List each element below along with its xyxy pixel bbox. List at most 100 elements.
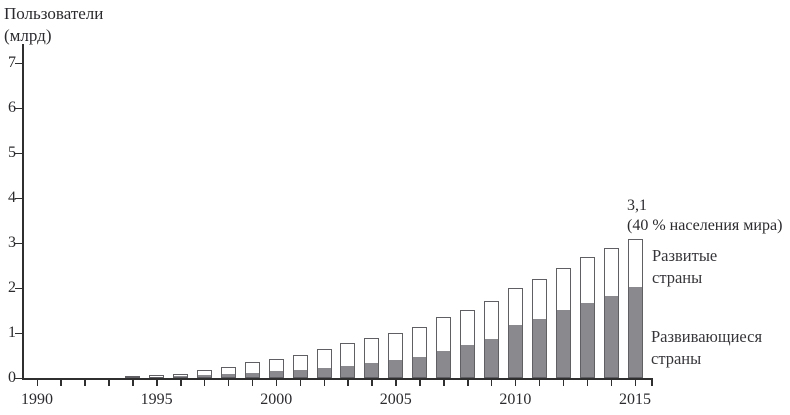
x-tick [323,379,326,386]
x-tick-label: 2000 [260,391,293,408]
y-tick-label: 7 [8,54,16,71]
bar-2015-developing-segment [628,287,642,377]
label-developed-line2: страны [652,268,703,287]
x-tick [538,379,541,386]
bar-2008-developing-segment [461,345,475,377]
x-tick [347,379,349,386]
y-tick-label: 0 [8,369,16,386]
x-tick [275,379,278,386]
bar-2012-developing-segment [556,309,570,377]
bar-2005-developing-segment [389,359,403,377]
bar-2005 [388,333,404,378]
x-tick [371,379,373,386]
label-developing-line2: страны [651,349,702,368]
x-tick [634,379,636,386]
bar-1996 [173,373,189,378]
bar-2015 [627,238,643,378]
y-tick-label: 1 [8,324,16,341]
y-tick-label: 4 [8,189,16,206]
bar-2011 [531,279,547,378]
bar-1996-developing-segment [174,375,188,377]
x-tick [251,379,254,386]
bar-2009 [483,300,499,378]
bar-2013-developing-segment [580,302,594,377]
y-tick-label: 5 [8,144,16,161]
x-tick [180,379,182,386]
x-tick [60,379,62,386]
bar-1997 [196,370,212,378]
bar-1995 [149,375,165,378]
annotation-2015-total: 3,1 (40 % населения мира) [627,196,782,236]
y-tick [15,197,23,199]
y-tick [15,287,23,289]
x-tick [562,379,565,386]
label-developing-countries: Развивающиеся страны [651,326,762,370]
x-tick [467,379,469,386]
bar-2004 [364,337,380,378]
bar-2000-developing-segment [269,371,283,377]
label-developed-line1: Развитые [652,246,718,265]
x-tick-label: 2005 [379,391,412,408]
x-tick [108,379,110,386]
bar-2001-developing-segment [293,369,307,377]
bar-2000 [268,358,284,378]
y-tick [15,332,23,334]
y-tick-label: 6 [8,99,16,116]
bar-1998-developing-segment [221,373,235,377]
y-tick [15,152,23,154]
x-tick [610,379,613,386]
bar-2001 [292,354,308,378]
y-tick [15,62,23,64]
x-tick [443,379,445,386]
bar-1999-developing-segment [245,372,259,377]
label-developed-countries: Развитые страны [652,245,717,289]
bar-1997-developing-segment [197,374,211,377]
bar-2004-developing-segment [365,363,379,377]
bar-2010-developing-segment [508,325,522,377]
x-tick [419,379,421,386]
bar-2008 [460,309,476,378]
x-tick [156,379,158,386]
y-tick [15,242,23,244]
bar-1998 [220,366,236,378]
annotation-share: (40 % населения мира) [627,217,783,234]
label-developing-line1: Развивающиеся [651,327,763,346]
bar-2013 [579,256,595,378]
bar-2007-developing-segment [437,350,451,377]
x-tick-label: 1990 [21,391,53,408]
x-tick-label: 1995 [140,391,173,408]
y-tick-label: 2 [8,279,16,296]
bar-2006-developing-segment [413,356,427,377]
y-tick [15,377,23,379]
x-tick [299,379,302,386]
bar-2014-developing-segment [604,296,618,377]
bar-2002 [316,349,332,378]
bar-2012 [555,267,571,378]
x-tick [586,379,589,386]
x-tick [84,379,86,386]
y-tick-label: 3 [8,234,16,251]
bar-2010 [507,288,523,378]
bar-2003 [340,343,356,378]
bar-2002-developing-segment [317,367,331,377]
x-tick [395,379,397,386]
x-tick [132,379,134,386]
x-tick-label: 2015 [619,391,651,408]
bar-2014 [603,247,619,378]
y-axis [22,44,24,380]
x-axis-end-tick [651,379,653,386]
bar-1999 [244,362,260,378]
bar-2003-developing-segment [341,365,355,377]
x-tick [514,379,517,386]
bar-2006 [412,327,428,378]
x-tick [490,379,493,386]
x-tick [227,379,230,386]
annotation-value: 3,1 [627,197,647,214]
x-tick [203,379,206,386]
y-axis-title-line2: (млрд) [4,26,52,45]
x-tick [36,379,38,386]
bar-2011-developing-segment [532,318,546,377]
x-tick-label: 2010 [499,391,532,408]
